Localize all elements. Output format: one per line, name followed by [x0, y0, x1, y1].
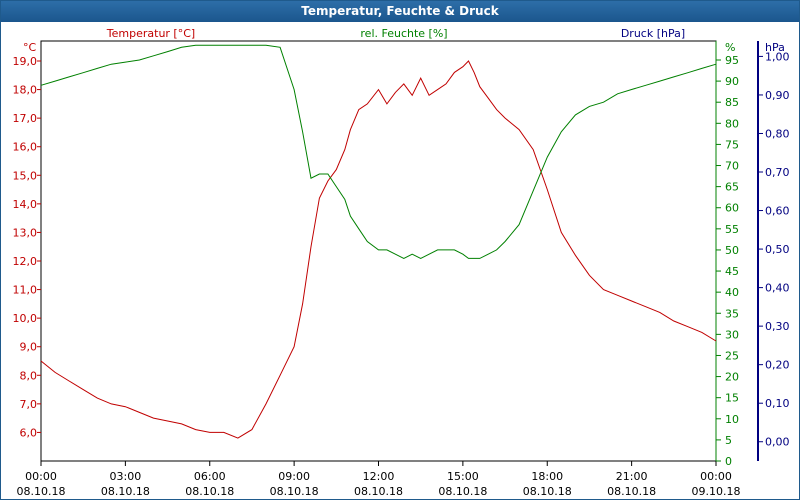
humidity-tick-label: 50 [725, 244, 739, 257]
pressure-tick-label: 0,20 [765, 359, 790, 372]
plot-frame [40, 40, 717, 462]
x-tick-label-time: 00:00 [25, 470, 57, 483]
temperature-tick-label: 6,0 [20, 426, 38, 439]
temperature-tick-label: 16,0 [13, 141, 38, 154]
temperature-tick-label: 12,0 [13, 255, 38, 268]
axis-labels: 00:00 08.10.18 03:00 08.10.18 06:00 08.10.18 0… [13, 27, 790, 498]
humidity-tick-label: 15 [725, 392, 739, 405]
x-tick-label-time: 03:00 [110, 470, 142, 483]
humidity-tick-label: 85 [725, 96, 739, 109]
pressure-tick-label: 0,30 [765, 320, 790, 333]
pressure-tick-label: 0,50 [765, 243, 790, 256]
temperature-tick-label: 14,0 [13, 198, 38, 211]
pressure-tick-label: 0,60 [765, 205, 790, 218]
humidity-tick-label: 70 [725, 160, 739, 173]
humidity-tick-label: 45 [725, 265, 739, 278]
x-tick-label-date: 08.10.18 [101, 485, 150, 498]
temperature-tick-label: 18,0 [13, 84, 38, 97]
x-tick-label-date: 09.10.18 [692, 485, 741, 498]
x-tick-label-time: 06:00 [194, 470, 226, 483]
pressure-tick-label: 0,90 [765, 89, 790, 102]
series [40, 44, 717, 439]
x-tick-label-date: 08.10.18 [185, 485, 234, 498]
humidity-tick-label: 90 [725, 75, 739, 88]
temperature-tick-label: 15,0 [13, 169, 38, 182]
temperature-axis-title: Temperatur [°C] [106, 27, 195, 40]
humidity-axis-title: rel. Feuchte [%] [360, 27, 447, 40]
humidity-tick-label: 40 [725, 286, 739, 299]
humidity-tick-label: 95 [725, 54, 739, 67]
humidity-tick-label: 55 [725, 223, 739, 236]
pressure-axis-title: Druck [hPa] [621, 27, 685, 40]
humidity-tick-label: 25 [725, 349, 739, 362]
temperature-tick-label: 7,0 [20, 398, 38, 411]
pressure-tick-label: 0,40 [765, 282, 790, 295]
x-tick-label-time: 00:00 [700, 470, 732, 483]
humidity-tick-label: 75 [725, 138, 739, 151]
x-tick-label-date: 08.10.18 [17, 485, 66, 498]
humidity-tick-label: 65 [725, 181, 739, 194]
temperature-tick-label: 11,0 [13, 284, 38, 297]
temperature-unit: °C [23, 41, 37, 54]
humidity-unit: % [725, 41, 735, 54]
pressure-tick-label: 0,00 [765, 436, 790, 449]
temperature-tick-label: 8,0 [20, 369, 38, 382]
temperature-tick-label: 10,0 [13, 312, 38, 325]
pressure-unit: hPa [765, 41, 785, 54]
temperature-tick-label: 19,0 [13, 55, 38, 68]
pressure-tick-label: 0,70 [765, 166, 790, 179]
x-tick-label-date: 08.10.18 [270, 485, 319, 498]
humidity-tick-label: 10 [725, 413, 739, 426]
humidity-tick-label: 35 [725, 307, 739, 320]
x-tick-label-date: 08.10.18 [523, 485, 572, 498]
x-tick-label-time: 21:00 [616, 470, 648, 483]
window-title: Temperatur, Feuchte & Druck [1, 1, 799, 22]
pressure-tick-label: 0,80 [765, 127, 790, 140]
humidity-tick-label: 30 [725, 328, 739, 341]
x-tick-label-date: 08.10.18 [354, 485, 403, 498]
temperature-tick-label: 17,0 [13, 112, 38, 125]
pressure-tick-label: 0,10 [765, 397, 790, 410]
temperature-tick-label: 13,0 [13, 226, 38, 239]
pressure-tick-label: 1,00 [765, 50, 790, 63]
x-tick-label-date: 08.10.18 [438, 485, 487, 498]
humidity-tick-label: 20 [725, 371, 739, 384]
humidity-tick-label: 60 [725, 202, 739, 215]
x-tick-label-time: 12:00 [363, 470, 395, 483]
humidity-tick-label: 80 [725, 117, 739, 130]
axes [37, 40, 763, 466]
temperature-tick-label: 9,0 [20, 341, 38, 354]
x-tick-label-time: 15:00 [447, 470, 479, 483]
humidity-series-line [40, 44, 717, 259]
x-tick-label-date: 08.10.18 [607, 485, 656, 498]
x-tick-label-time: 18:00 [531, 470, 563, 483]
humidity-tick-label: 0 [725, 455, 732, 468]
x-tick-label-time: 09:00 [278, 470, 310, 483]
humidity-tick-label: 5 [725, 434, 732, 447]
temperature-series-line [40, 60, 717, 439]
